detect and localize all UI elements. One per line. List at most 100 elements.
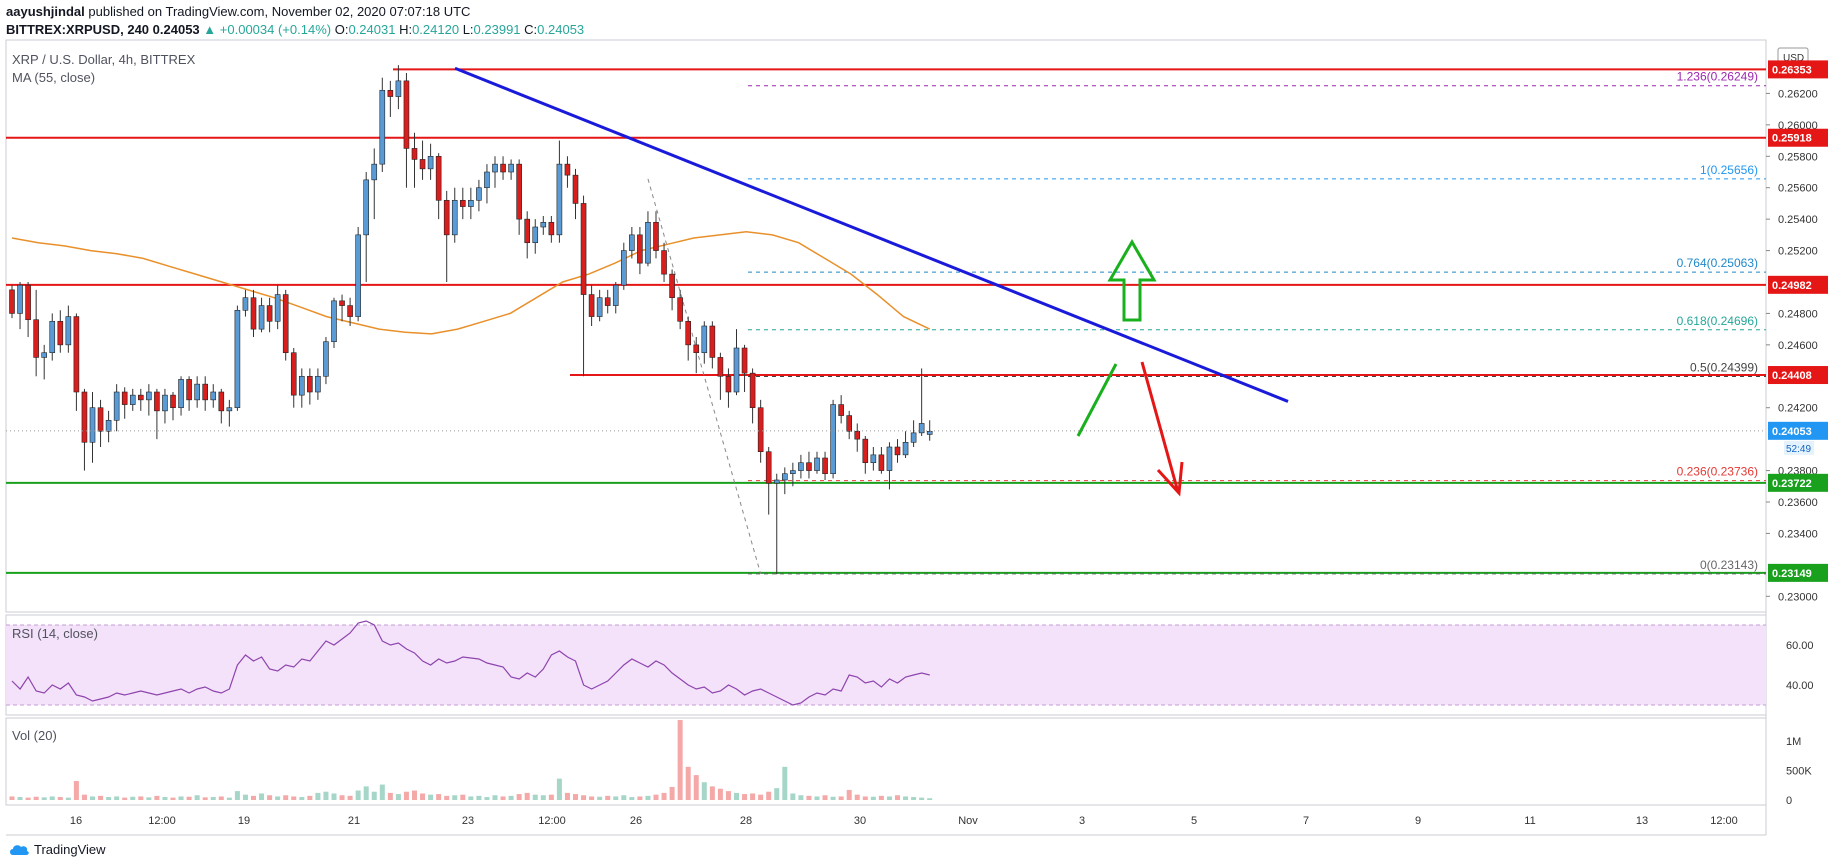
candle-body (902, 441, 909, 456)
volume-bar (90, 796, 95, 800)
level-label: 0.24408 (1772, 370, 1812, 382)
time-tick-label: Nov (958, 815, 978, 827)
candle-body (886, 446, 893, 471)
volume-bar (267, 795, 273, 800)
volume-bar (186, 796, 192, 800)
time-tick-label: 12:00 (1710, 815, 1738, 827)
volume-bar (371, 791, 377, 800)
candle-body (459, 199, 466, 207)
price-tick-label: 0.25200 (1778, 246, 1818, 258)
volume-bar (589, 796, 595, 800)
candle-body (677, 297, 683, 322)
volume-bar (782, 766, 788, 800)
candle-body (307, 375, 313, 393)
level-label: 0.26353 (1772, 64, 1812, 76)
volume-legend[interactable]: Vol (20) (12, 728, 57, 743)
red-path-annotation (1140, 361, 1180, 493)
candle-body (435, 155, 442, 201)
level-badge-red (1768, 275, 1828, 294)
candle-body (234, 309, 241, 409)
volume-bar (701, 782, 707, 800)
candle-body (9, 289, 15, 314)
volume-bar (444, 795, 450, 800)
volume-bar (468, 796, 474, 800)
candle-body (725, 375, 732, 393)
up-arrow-annotation (1107, 239, 1157, 322)
ma-legend[interactable]: MA (55, close) (12, 70, 96, 85)
chart-legend-title[interactable]: XRP / U.S. Dollar, 4h, BITTREX (12, 52, 196, 67)
price-tick-label: 0.23600 (1778, 497, 1818, 509)
ohlc-high-label: H: (399, 22, 413, 37)
author-name[interactable]: aayushjindal (6, 4, 85, 19)
candle-body (637, 234, 643, 264)
symbol[interactable]: BITTREX:XRPUSD, 240 (6, 22, 150, 37)
candle-body (870, 454, 877, 464)
volume-bar (709, 786, 715, 800)
candle-body (194, 383, 200, 401)
candle-body (814, 457, 820, 471)
candle-body (129, 394, 136, 405)
volume-bar (420, 793, 426, 800)
candle-body (500, 163, 506, 173)
candle-body (105, 419, 112, 432)
candle-body (580, 203, 587, 295)
volume-bar (347, 795, 353, 800)
fib-label: 0(0.23143) (1700, 558, 1758, 572)
rsi-legend[interactable]: RSI (14, close) (12, 626, 98, 641)
candle-body (25, 284, 31, 321)
candle-body (258, 305, 265, 330)
candle-body (854, 430, 861, 440)
countdown-badge (1784, 440, 1814, 455)
time-tick-label: 13 (1636, 815, 1648, 827)
volume-bar (870, 796, 876, 800)
volume-bar (862, 796, 868, 800)
candle-body (532, 226, 539, 244)
tradingview-logo[interactable]: TradingView (8, 842, 106, 857)
volume-bar (653, 794, 659, 800)
volume-bar (291, 796, 297, 800)
volume-bar (114, 796, 120, 800)
volume-bar (878, 795, 884, 800)
volume-bar (9, 796, 15, 800)
volume-bar (275, 796, 281, 800)
volume-bar (122, 797, 128, 800)
candle-body (49, 320, 56, 354)
rsi-tick-label: 40.00 (1786, 680, 1814, 692)
price-tick-label: 0.24200 (1778, 403, 1818, 415)
volume-bar (283, 795, 289, 800)
candle-body (822, 457, 828, 475)
volume-bar (637, 796, 643, 800)
volume-bar (669, 786, 675, 800)
time-tick-label: 9 (1415, 815, 1421, 827)
candle-body (806, 462, 812, 471)
volume-bar (251, 795, 256, 800)
time-tick-label: 30 (854, 815, 866, 827)
candle-body (790, 470, 796, 475)
volume-bar (581, 795, 587, 800)
candle-body (492, 163, 498, 173)
candle-body (363, 179, 370, 236)
volume-bar (516, 794, 522, 800)
volume-bar (379, 784, 385, 800)
countdown-label: 52:49 (1786, 444, 1811, 455)
time-tick-label: 19 (238, 815, 250, 827)
candle-body (419, 159, 426, 170)
volume-bar (556, 778, 562, 800)
time-tick-label: 3 (1079, 815, 1085, 827)
volume-bar (532, 794, 538, 800)
level-badge-green (1768, 473, 1828, 492)
volume-bar (387, 792, 393, 800)
candle-body (395, 80, 402, 97)
candle-body (516, 163, 522, 220)
candle-body (765, 451, 772, 484)
ohlc-open: 0.24031 (348, 22, 396, 37)
green-path-annotation (1076, 363, 1118, 437)
volume-tick-label: 500K (1786, 765, 1812, 777)
ohlc-high: 0.24120 (412, 22, 460, 37)
volume-bar (725, 791, 731, 800)
volume-bar (130, 796, 136, 800)
candle-body (620, 250, 627, 286)
candle-body (427, 155, 434, 170)
candle-body (862, 438, 869, 464)
